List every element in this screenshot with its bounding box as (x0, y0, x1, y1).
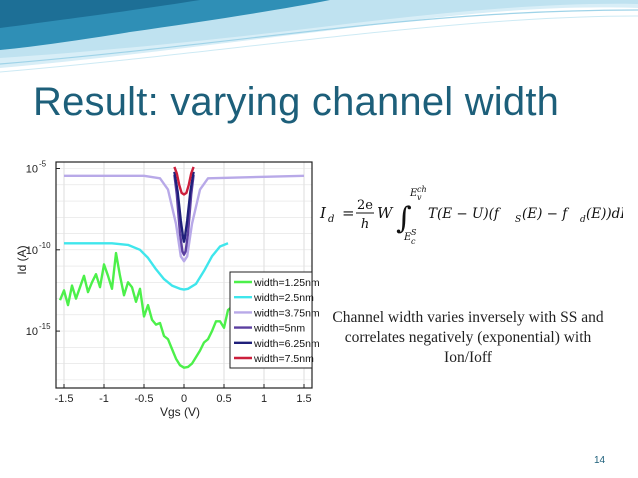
eq-lower-limit-sup: S (411, 228, 417, 237)
x-tick-label: 0.5 (216, 393, 231, 405)
y-axis-label: Id (A) (15, 245, 29, 274)
y-tick-label: 10 (26, 164, 38, 176)
eq-factor: W (377, 204, 394, 222)
chart-legend: width=1.25nm width=2.5nm width=3.75nm width… (229, 271, 320, 369)
x-tick-label: -0.5 (135, 393, 154, 405)
eq-f2-sub: d (580, 215, 586, 225)
y-tick-label: 10 (26, 245, 38, 257)
eq-mid: (E) − f (522, 206, 569, 222)
x-tick-label: 0 (181, 393, 187, 405)
eq-tail: (E))dE (586, 206, 623, 222)
eq-frac-den: h (361, 217, 369, 232)
eq-lhs: I (319, 204, 327, 222)
eq-integrand: T(E − U)(f (428, 206, 501, 222)
eq-f1-sub: S (515, 215, 521, 225)
current-equation: I d = 2e h W ∫ E ch v E S c T(E − U)(f S… (319, 185, 623, 246)
eq-upper-limit-sup: ch (417, 185, 427, 194)
legend-label: width=1.25nm (253, 277, 320, 289)
slide-title: Result: varying channel width (33, 80, 560, 124)
series-lines (58, 166, 305, 369)
y-tick-exponent: -5 (39, 160, 47, 169)
header-wave-decoration (0, 0, 638, 73)
eq-upper-limit: E (409, 188, 418, 199)
x-tick-label: 1 (261, 393, 267, 405)
y-tick-exponent: -10 (39, 241, 51, 250)
slide-number: 14 (594, 455, 606, 466)
series-line (173, 171, 195, 243)
eq-frac-num: 2e (357, 198, 373, 213)
series-line (173, 174, 195, 256)
eq-equals: = (342, 204, 355, 222)
legend-label: width=2.5nm (253, 292, 314, 304)
y-tick-label: 10 (26, 326, 38, 338)
series-line (64, 174, 305, 263)
eq-upper-limit-sub: v (417, 193, 422, 202)
series-line (64, 242, 229, 291)
series-line (173, 166, 195, 196)
y-tick-exponent: -15 (39, 322, 51, 331)
series-line (58, 251, 233, 369)
x-tick-label: -1.5 (55, 393, 74, 405)
eq-lower-limit: E (403, 232, 412, 243)
eq-integral-sign: ∫ (396, 201, 412, 236)
eq-lhs-sub: d (328, 214, 334, 225)
x-axis-label: Vgs (V) (160, 405, 200, 419)
x-tick-label: 1.5 (296, 393, 311, 405)
legend-label: width=5nm (253, 323, 305, 335)
slide-caption: Channel width varies inversely with SS a… (332, 309, 604, 366)
legend-label: width=7.5nm (253, 353, 314, 365)
legend-label: width=3.75nm (253, 307, 320, 319)
legend-label: width=6.25nm (253, 338, 320, 350)
x-tick-label: -1 (99, 393, 109, 405)
eq-lower-limit-sub: c (411, 237, 416, 246)
